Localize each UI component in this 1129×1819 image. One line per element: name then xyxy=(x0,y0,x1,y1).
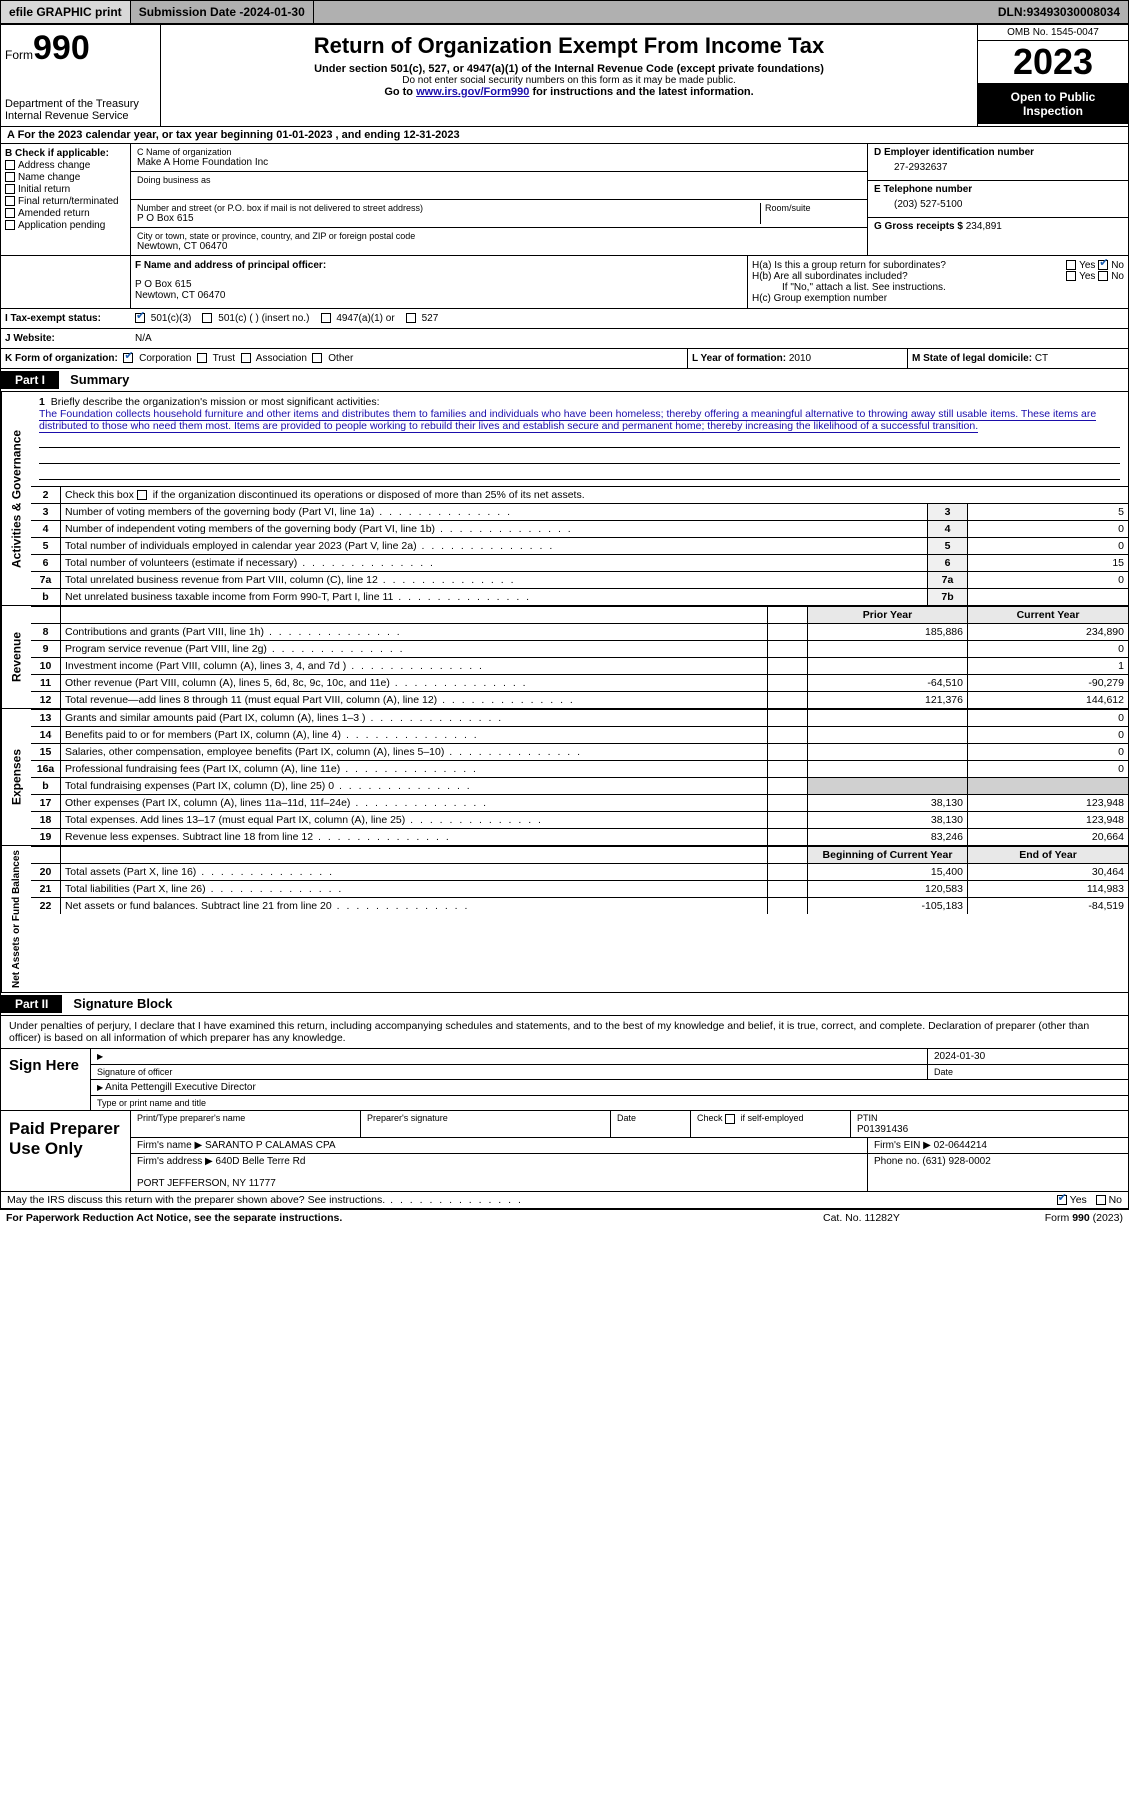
subtitle-1: Under section 501(c), 527, or 4947(a)(1)… xyxy=(165,63,973,75)
paid-preparer-grid: Paid Preparer Use Only Print/Type prepar… xyxy=(1,1111,1128,1192)
chk-501c[interactable] xyxy=(202,313,212,323)
line-7a: 7aTotal unrelated business revenue from … xyxy=(31,571,1128,588)
sign-here-grid: Sign Here 2024-01-30 Signature of office… xyxy=(1,1049,1128,1111)
submission-date: Submission Date - 2024-01-30 xyxy=(131,1,314,23)
section-net-assets: Net Assets or Fund Balances Beginning of… xyxy=(1,846,1128,993)
row-a-tax-year: A For the 2023 calendar year, or tax yea… xyxy=(1,127,1128,144)
chk-trust[interactable] xyxy=(197,353,207,363)
vlabel-net-assets: Net Assets or Fund Balances xyxy=(1,846,31,992)
section-revenue: Revenue Prior Year Current Year 8Contrib… xyxy=(1,606,1128,709)
line-19: 19Revenue less expenses. Subtract line 1… xyxy=(31,828,1128,845)
line-9: 9Program service revenue (Part VIII, lin… xyxy=(31,640,1128,657)
chk-discuss-no[interactable] xyxy=(1096,1195,1106,1205)
gross-receipts-cell: G Gross receipts $ 234,891 xyxy=(868,218,1128,235)
telephone-cell: E Telephone number (203) 527-5100 xyxy=(868,181,1128,218)
discuss-with-preparer: May the IRS discuss this return with the… xyxy=(1,1192,1128,1209)
form-number: Form990 xyxy=(5,29,156,68)
vlabel-revenue: Revenue xyxy=(1,606,31,708)
tax-year: 2023 xyxy=(978,41,1128,84)
chk-other[interactable] xyxy=(312,353,322,363)
net-header: Beginning of Current Year End of Year xyxy=(31,846,1128,863)
line-4: 4Number of independent voting members of… xyxy=(31,520,1128,537)
form-title: Return of Organization Exempt From Incom… xyxy=(165,33,973,59)
org-name-cell: C Name of organization Make A Home Found… xyxy=(131,144,867,172)
row-k-form-org: K Form of organization: Corporation Trus… xyxy=(1,349,1128,369)
chk-527[interactable] xyxy=(406,313,416,323)
header-center: Return of Organization Exempt From Incom… xyxy=(161,25,978,126)
chk-self-employed[interactable] xyxy=(725,1114,735,1124)
line-11: 11Other revenue (Part VIII, column (A), … xyxy=(31,674,1128,691)
part-2-header: Part II Signature Block xyxy=(1,993,1128,1016)
chk-address-change[interactable]: Address change xyxy=(5,160,126,171)
vlabel-expenses: Expenses xyxy=(1,709,31,845)
col-b-checkboxes: B Check if applicable: Address change Na… xyxy=(1,144,131,255)
perjury-declaration: Under penalties of perjury, I declare th… xyxy=(1,1016,1128,1049)
header-grid: B Check if applicable: Address change Na… xyxy=(1,144,1128,256)
row-j-website: J Website: N/A xyxy=(1,329,1128,349)
header-left: Form990 Department of the Treasury Inter… xyxy=(1,25,161,126)
address-cell: Number and street (or P.O. box if mail i… xyxy=(131,200,867,228)
chk-discontinued[interactable] xyxy=(137,490,147,500)
line-3: 3Number of voting members of the governi… xyxy=(31,503,1128,520)
part-1-header: Part I Summary xyxy=(1,369,1128,392)
chk-amended[interactable]: Amended return xyxy=(5,208,126,219)
line-16a: 16aProfessional fundraising fees (Part I… xyxy=(31,760,1128,777)
line-b: bTotal fundraising expenses (Part IX, co… xyxy=(31,777,1128,794)
line-18: 18Total expenses. Add lines 13–17 (must … xyxy=(31,811,1128,828)
ein-cell: D Employer identification number 27-2932… xyxy=(868,144,1128,181)
form-990: Form990 Department of the Treasury Inter… xyxy=(0,24,1129,1210)
chk-name-change[interactable]: Name change xyxy=(5,172,126,183)
efile-print-button[interactable]: efile GRAPHIC print xyxy=(1,1,131,23)
omb-number: OMB No. 1545-0047 xyxy=(978,25,1128,41)
line-7b: bNet unrelated business taxable income f… xyxy=(31,588,1128,605)
col-d-ein: D Employer identification number 27-2932… xyxy=(868,144,1128,255)
city-cell: City or town, state or province, country… xyxy=(131,228,867,255)
row-f-officer: F Name and address of principal officer:… xyxy=(1,256,1128,309)
form-header: Form990 Department of the Treasury Inter… xyxy=(1,25,1128,127)
signature-block: Under penalties of perjury, I declare th… xyxy=(1,1016,1128,1209)
line-13: 13Grants and similar amounts paid (Part … xyxy=(31,709,1128,726)
chk-501c3[interactable] xyxy=(135,313,145,323)
line-6: 6Total number of volunteers (estimate if… xyxy=(31,554,1128,571)
revenue-header: Prior Year Current Year xyxy=(31,606,1128,623)
chk-app-pending[interactable]: Application pending xyxy=(5,220,126,231)
line-12: 12Total revenue—add lines 8 through 11 (… xyxy=(31,691,1128,708)
line-22: 22Net assets or fund balances. Subtract … xyxy=(31,897,1128,914)
line-21: 21Total liabilities (Part X, line 26)120… xyxy=(31,880,1128,897)
dln: DLN: 93493030008034 xyxy=(990,1,1128,23)
chk-initial-return[interactable]: Initial return xyxy=(5,184,126,195)
subtitle-2: Do not enter social security numbers on … xyxy=(165,75,973,86)
line-5: 5Total number of individuals employed in… xyxy=(31,537,1128,554)
chk-discuss-yes[interactable] xyxy=(1057,1195,1067,1205)
line-8: 8Contributions and grants (Part VIII, li… xyxy=(31,623,1128,640)
chk-corporation[interactable] xyxy=(123,353,133,363)
irs-link[interactable]: www.irs.gov/Form990 xyxy=(416,86,529,98)
col-c-org-info: C Name of organization Make A Home Found… xyxy=(131,144,868,255)
line-20: 20Total assets (Part X, line 16)15,40030… xyxy=(31,863,1128,880)
public-inspection: Open to Public Inspection xyxy=(978,84,1128,124)
line-2: 2 Check this box if the organization dis… xyxy=(31,486,1128,503)
chk-association[interactable] xyxy=(241,353,251,363)
header-right: OMB No. 1545-0047 2023 Open to Public In… xyxy=(978,25,1128,126)
dept-treasury: Department of the Treasury Internal Reve… xyxy=(5,98,156,122)
line-15: 15Salaries, other compensation, employee… xyxy=(31,743,1128,760)
top-toolbar: efile GRAPHIC print Submission Date - 20… xyxy=(0,0,1129,24)
page-footer: For Paperwork Reduction Act Notice, see … xyxy=(0,1210,1129,1226)
vlabel-governance: Activities & Governance xyxy=(1,392,31,605)
dba-cell: Doing business as xyxy=(131,172,867,200)
line-17: 17Other expenses (Part IX, column (A), l… xyxy=(31,794,1128,811)
subtitle-3: Go to www.irs.gov/Form990 for instructio… xyxy=(165,86,973,98)
row-i-tax-status: I Tax-exempt status: 501(c)(3) 501(c) ( … xyxy=(1,309,1128,329)
section-governance: Activities & Governance 1 Briefly descri… xyxy=(1,392,1128,606)
chk-final-return[interactable]: Final return/terminated xyxy=(5,196,126,207)
line-14: 14Benefits paid to or for members (Part … xyxy=(31,726,1128,743)
section-expenses: Expenses 13Grants and similar amounts pa… xyxy=(1,709,1128,846)
line-10: 10Investment income (Part VIII, column (… xyxy=(31,657,1128,674)
mission-statement: 1 Briefly describe the organization's mi… xyxy=(31,392,1128,486)
chk-4947[interactable] xyxy=(321,313,331,323)
